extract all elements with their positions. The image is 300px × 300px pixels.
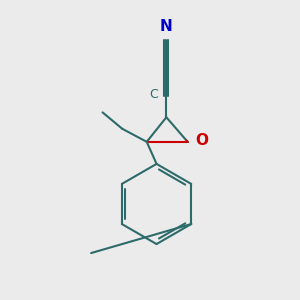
- Text: O: O: [195, 133, 208, 148]
- Text: C: C: [149, 88, 158, 101]
- Text: N: N: [160, 19, 173, 34]
